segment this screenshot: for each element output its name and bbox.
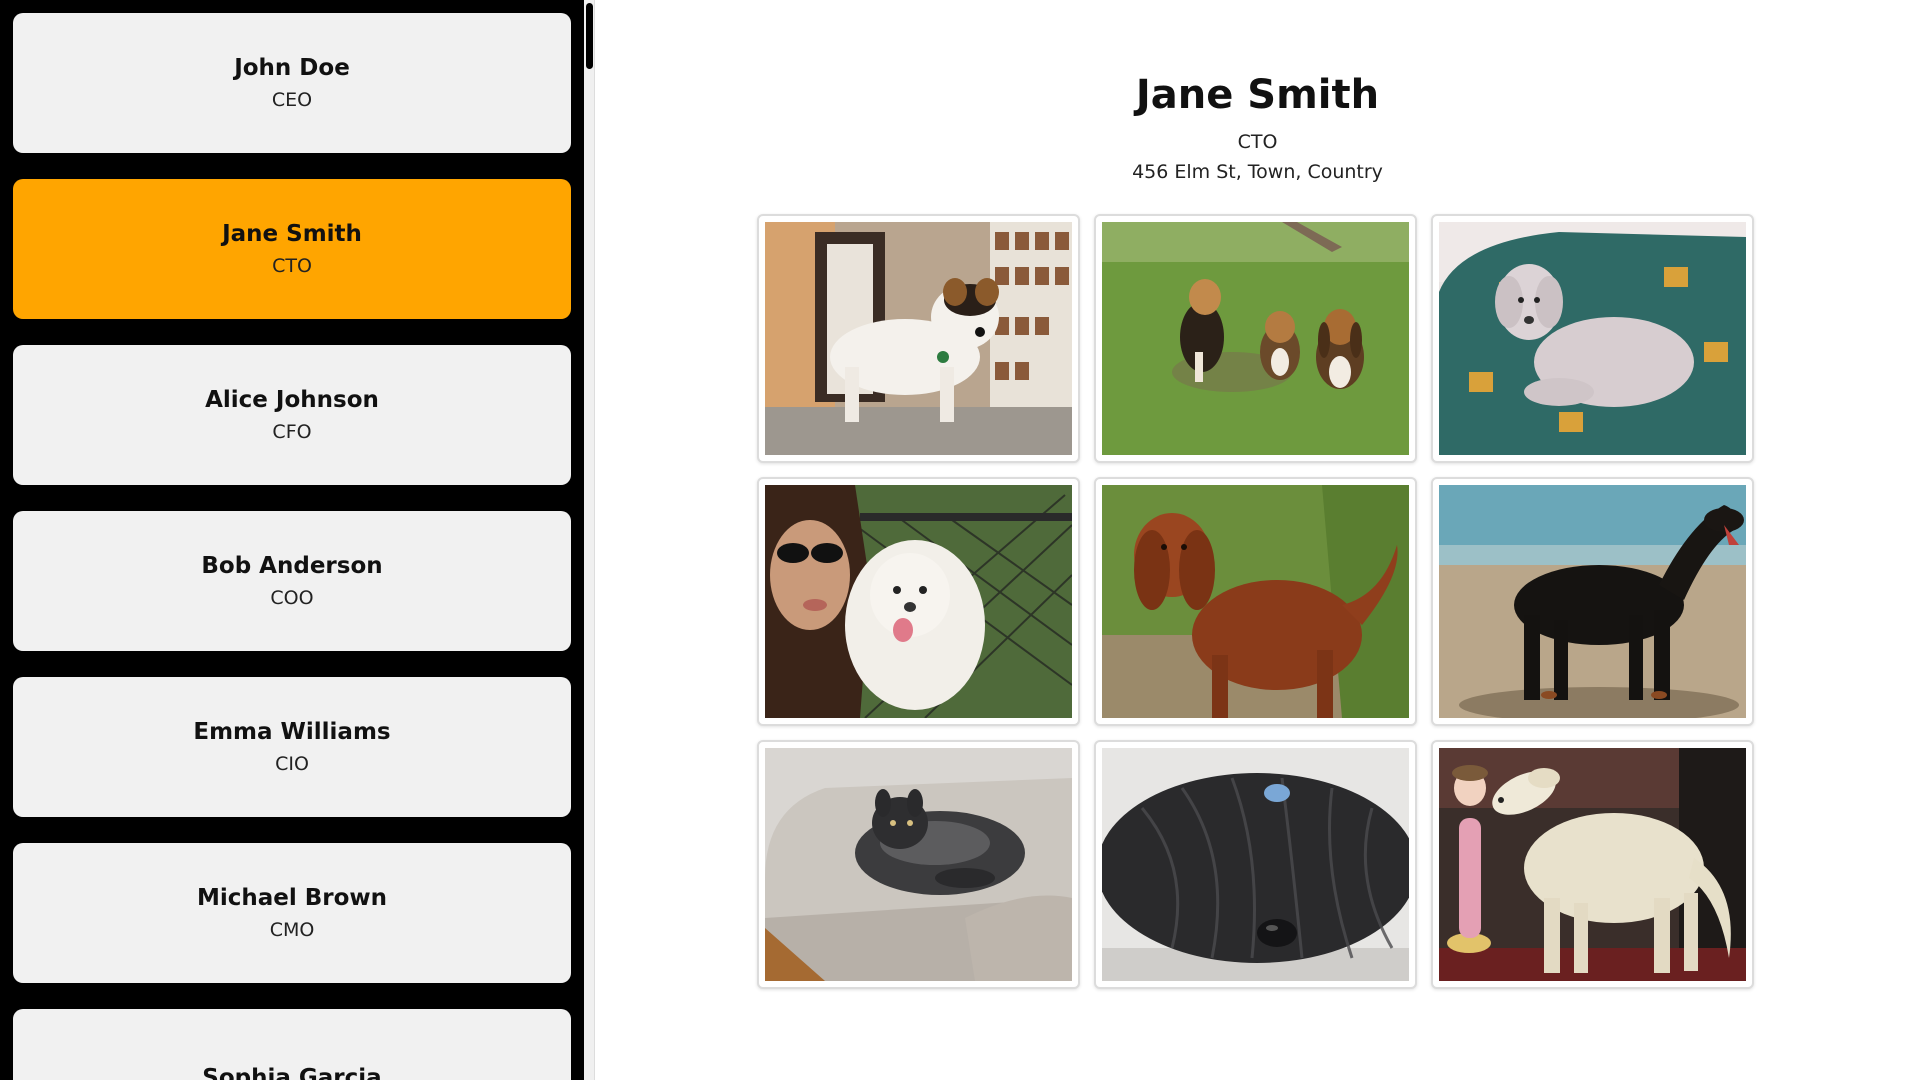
employee-name: Sophia Garcia: [202, 1064, 382, 1080]
employee-role: CFO: [272, 420, 312, 443]
employee-role: CIO: [275, 752, 309, 775]
dog-photo-gallery: [757, 214, 1759, 989]
employee-sidebar[interactable]: John Doe CEO Jane Smith CTO Alice Johnso…: [0, 0, 584, 1080]
detail-name: Jane Smith: [1135, 72, 1380, 118]
photo-image: [1102, 222, 1409, 455]
employee-role: CMO: [269, 918, 315, 941]
scrollbar-thumb[interactable]: [586, 3, 593, 69]
employee-name: Bob Anderson: [201, 552, 383, 579]
employee-name: Emma Williams: [193, 718, 391, 745]
employee-card-sophia-garcia[interactable]: Sophia Garcia: [13, 1009, 571, 1080]
employee-card-emma-williams[interactable]: Emma Williams CIO: [13, 677, 571, 817]
employee-role: COO: [270, 586, 314, 609]
detail-address: 456 Elm St, Town, Country: [1132, 161, 1383, 183]
employee-role: CEO: [271, 88, 313, 111]
employee-card-john-doe[interactable]: John Doe CEO: [13, 13, 571, 153]
photo-image: [765, 485, 1072, 718]
photo-image: [1102, 485, 1409, 718]
photo-image: [1102, 748, 1409, 981]
employee-name: Alice Johnson: [205, 386, 379, 413]
employee-detail-panel: Jane Smith CTO 456 Elm St, Town, Country: [595, 0, 1920, 1080]
employee-name: John Doe: [234, 54, 350, 81]
photo-image: [1439, 748, 1746, 981]
photo-image: [765, 748, 1072, 981]
photo-black-shaggy-dog[interactable]: [1094, 740, 1417, 989]
employee-list: John Doe CEO Jane Smith CTO Alice Johnso…: [13, 13, 571, 1080]
photo-irish-setter[interactable]: [1094, 477, 1417, 726]
photo-image: [765, 222, 1072, 455]
photo-image: [1439, 222, 1746, 455]
employee-card-michael-brown[interactable]: Michael Brown CMO: [13, 843, 571, 983]
photo-jack-russell-terrier[interactable]: [757, 214, 1080, 463]
photo-doberman[interactable]: [1431, 477, 1754, 726]
employee-role: CTO: [272, 254, 312, 277]
photo-borzoi-with-figurine[interactable]: [1431, 740, 1754, 989]
photo-beagle-and-basset-hounds[interactable]: [1094, 214, 1417, 463]
employee-card-alice-johnson[interactable]: Alice Johnson CFO: [13, 345, 571, 485]
sidebar-scrollbar[interactable]: [584, 0, 595, 1080]
photo-cattle-dog-on-couch[interactable]: [757, 740, 1080, 989]
photo-woman-with-white-dog[interactable]: [757, 477, 1080, 726]
employee-name: Michael Brown: [196, 884, 388, 911]
photo-poodle-on-dog-bed[interactable]: [1431, 214, 1754, 463]
employee-card-bob-anderson[interactable]: Bob Anderson COO: [13, 511, 571, 651]
employee-name: Jane Smith: [222, 220, 362, 247]
detail-role: CTO: [1237, 131, 1278, 153]
photo-image: [1439, 485, 1746, 718]
employee-card-jane-smith[interactable]: Jane Smith CTO: [13, 179, 571, 319]
